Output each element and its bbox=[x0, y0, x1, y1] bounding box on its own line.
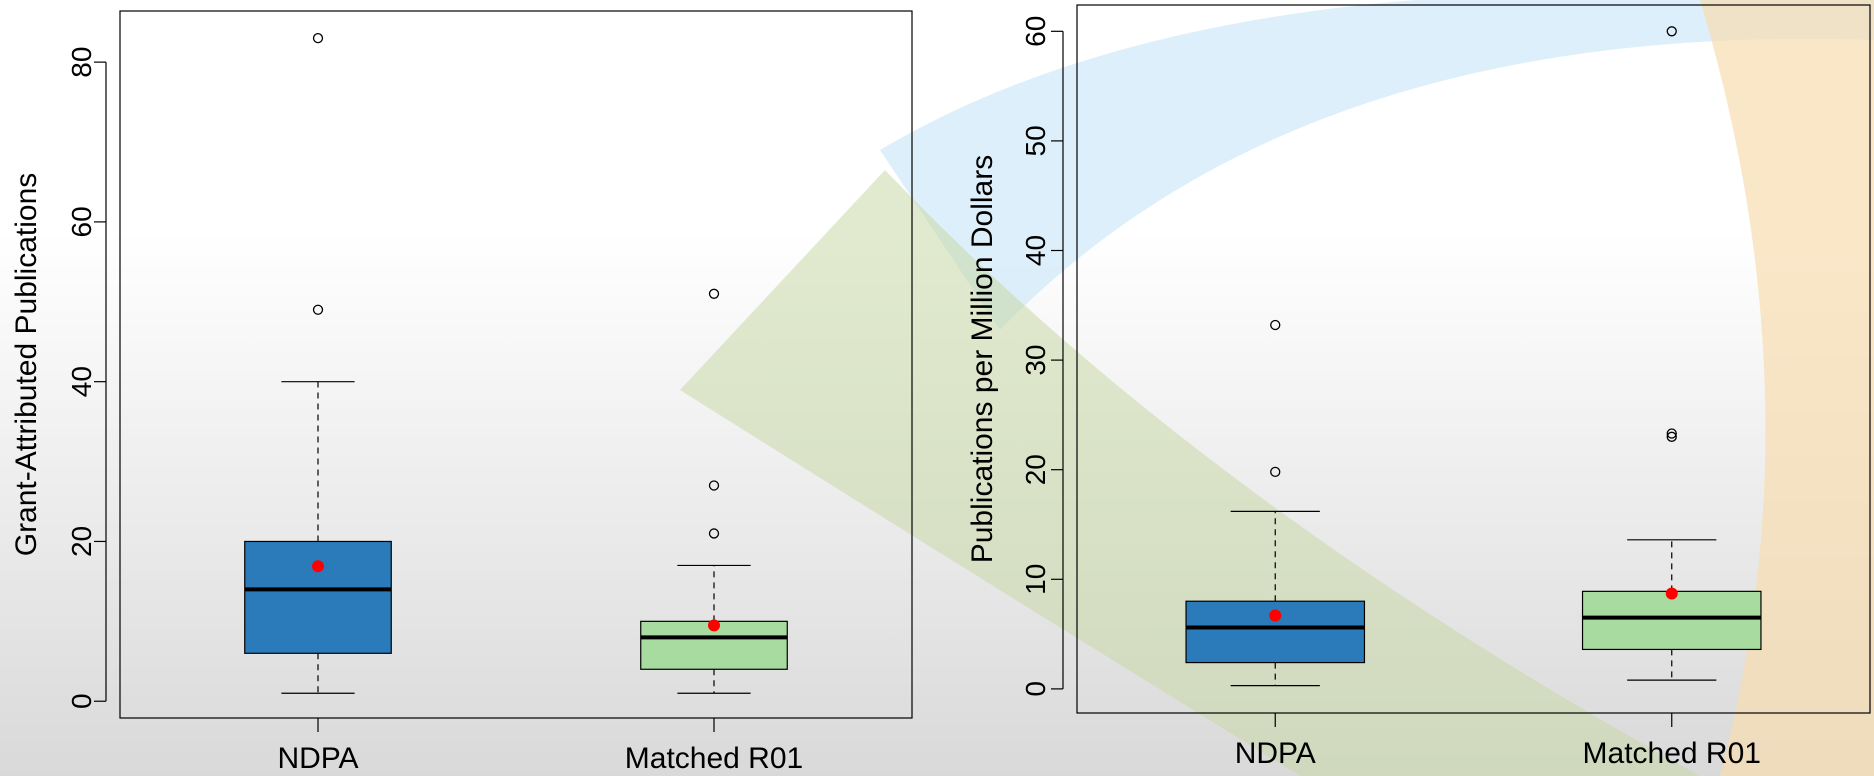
box bbox=[244, 540, 392, 654]
outlier bbox=[708, 480, 720, 491]
outlier bbox=[312, 304, 324, 315]
y-tick-label: 10 bbox=[1020, 564, 1051, 595]
y-axis-label: Publications per Million Dollars bbox=[966, 155, 999, 564]
outlier bbox=[312, 33, 324, 44]
decor-green bbox=[680, 170, 1700, 776]
x-tick-label: Matched R01 bbox=[625, 742, 803, 775]
decor-orange bbox=[1700, 0, 1874, 776]
y-tick-label: 40 bbox=[66, 366, 97, 397]
plot-frame bbox=[119, 10, 913, 719]
x-tick-label: Matched R01 bbox=[1583, 737, 1761, 770]
box bbox=[1581, 590, 1762, 651]
outlier bbox=[1666, 428, 1677, 439]
y-axis-label: Grant-Attributed Publications bbox=[10, 173, 43, 557]
y-tick-label: 80 bbox=[66, 47, 97, 78]
y-tick-label: 60 bbox=[66, 206, 97, 237]
y-tick-label: 60 bbox=[1020, 16, 1051, 47]
decor-blue bbox=[880, 0, 1874, 330]
mean bbox=[312, 560, 324, 573]
y-tick-label: 50 bbox=[1020, 125, 1051, 156]
outlier bbox=[1666, 26, 1677, 37]
y-tick-label: 30 bbox=[1020, 345, 1051, 376]
mean bbox=[1665, 587, 1678, 600]
y-tick-label: 40 bbox=[1020, 235, 1051, 266]
outlier bbox=[708, 288, 720, 299]
y-tick-label: 0 bbox=[66, 693, 97, 709]
outlier bbox=[1666, 431, 1677, 442]
x-tick-label: NDPA bbox=[1235, 737, 1316, 770]
outlier bbox=[708, 528, 720, 539]
mean bbox=[1269, 609, 1282, 622]
y-tick-label: 0 bbox=[1020, 681, 1051, 697]
plot-frame bbox=[1076, 4, 1871, 714]
outlier bbox=[1270, 319, 1281, 331]
mean bbox=[708, 619, 720, 632]
outlier bbox=[1270, 466, 1281, 478]
y-tick-label: 20 bbox=[66, 526, 97, 557]
charts: 0 20 40 60 80 Grant-Attributed Publications ND… bbox=[10, 4, 1871, 775]
y-tick-label: 20 bbox=[1020, 454, 1051, 485]
x-tick-label: NDPA bbox=[277, 742, 358, 775]
